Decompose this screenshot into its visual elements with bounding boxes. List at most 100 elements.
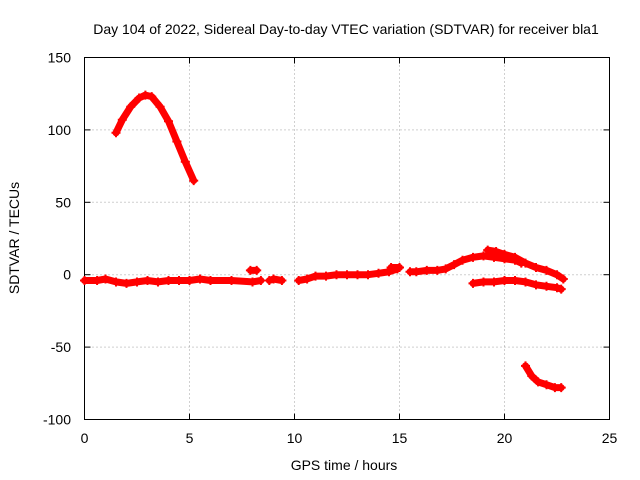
x-tick-label: 15 xyxy=(392,430,408,446)
data-point xyxy=(510,275,520,285)
data-point xyxy=(386,262,396,272)
data-point xyxy=(122,278,131,288)
data-point xyxy=(294,275,304,285)
data-point xyxy=(132,277,142,287)
x-tick-label: 10 xyxy=(287,430,303,446)
data-point xyxy=(302,274,312,284)
data-point xyxy=(101,274,110,284)
data-point xyxy=(479,277,488,287)
data-point xyxy=(458,255,467,265)
data-point xyxy=(468,278,478,288)
data-point xyxy=(531,280,541,290)
x-axis-label: GPS time / hours xyxy=(291,457,398,473)
chart-title: Day 104 of 2022, Sidereal Day-to-day VTE… xyxy=(93,21,599,37)
data-point xyxy=(556,383,566,393)
data-point xyxy=(468,252,478,262)
y-tick-label: 50 xyxy=(55,194,71,210)
x-tick-label: 25 xyxy=(602,430,618,446)
data-point xyxy=(533,377,543,387)
data-point xyxy=(227,275,236,285)
data-point xyxy=(542,265,551,275)
series-baseline-a xyxy=(80,274,266,288)
data-point xyxy=(189,176,199,186)
data-point xyxy=(111,277,121,287)
data-point xyxy=(500,249,509,259)
data-point xyxy=(252,265,262,275)
data-point xyxy=(542,281,551,291)
series-blip-9h xyxy=(264,274,287,285)
data-point xyxy=(441,264,451,274)
series-band xyxy=(112,91,198,185)
data-point xyxy=(432,265,442,275)
data-point xyxy=(342,270,352,280)
data-point xyxy=(552,283,562,293)
data-point xyxy=(185,275,194,285)
data-point xyxy=(143,275,152,285)
data-point xyxy=(521,258,530,268)
series-baseline-b xyxy=(294,264,402,285)
data-point xyxy=(153,277,163,287)
data-point xyxy=(172,136,182,146)
data-point xyxy=(527,371,537,381)
data-point xyxy=(411,267,421,277)
data-point xyxy=(92,275,102,285)
y-tick-label: 100 xyxy=(48,122,72,138)
x-tick-label: 20 xyxy=(497,430,513,446)
data-point xyxy=(542,380,551,390)
data-point xyxy=(140,90,150,100)
data-point xyxy=(147,92,157,102)
data-point xyxy=(510,252,520,262)
data-point xyxy=(558,274,568,284)
data-point xyxy=(174,275,184,285)
data-point xyxy=(248,277,257,287)
series-descend-high xyxy=(483,245,568,284)
data-point xyxy=(483,245,493,255)
data-point xyxy=(332,270,341,280)
data-point xyxy=(277,275,287,285)
data-point xyxy=(491,247,501,257)
series-drop-low xyxy=(521,361,566,393)
series-lower-branch xyxy=(468,275,566,294)
data-point xyxy=(552,270,562,280)
data-point xyxy=(126,102,136,112)
data-point xyxy=(321,271,331,281)
data-point xyxy=(489,277,499,287)
series-band xyxy=(81,275,265,287)
data-point xyxy=(353,270,362,280)
plot-frame xyxy=(84,57,610,420)
series-band xyxy=(469,277,565,293)
y-axis-label: SDTVAR / TECUs xyxy=(6,182,22,294)
data-point xyxy=(449,260,459,270)
y-tick-label: 0 xyxy=(63,267,71,283)
data-point xyxy=(80,275,89,285)
data-point xyxy=(556,284,566,294)
data-point xyxy=(264,275,274,285)
data-point xyxy=(422,265,432,275)
data-point xyxy=(180,157,190,167)
data-point xyxy=(500,275,509,285)
data-point xyxy=(531,262,541,272)
grid xyxy=(84,57,610,420)
axis-ticks xyxy=(84,57,610,420)
x-tick-labels: 0 5 10 15 20 25 xyxy=(81,430,618,446)
data-point xyxy=(521,361,530,371)
data-point xyxy=(155,102,165,112)
x-tick-label: 0 xyxy=(81,430,89,446)
data-point xyxy=(479,251,488,261)
series-layer xyxy=(80,90,568,393)
data-point xyxy=(195,274,205,284)
data-point xyxy=(134,93,144,103)
series-blip-15h xyxy=(386,262,404,272)
y-tick-label: -50 xyxy=(51,339,71,355)
series-blip-8h xyxy=(245,265,262,275)
data-point xyxy=(269,274,278,284)
data-point xyxy=(256,275,266,285)
series-arc-high xyxy=(111,90,199,186)
data-point xyxy=(521,277,530,287)
x-tick-label: 5 xyxy=(186,430,194,446)
data-point xyxy=(374,268,383,278)
y-tick-labels: -100 -50 0 50 100 150 xyxy=(43,50,71,428)
y-tick-label: -100 xyxy=(43,412,71,428)
data-point xyxy=(164,116,173,126)
